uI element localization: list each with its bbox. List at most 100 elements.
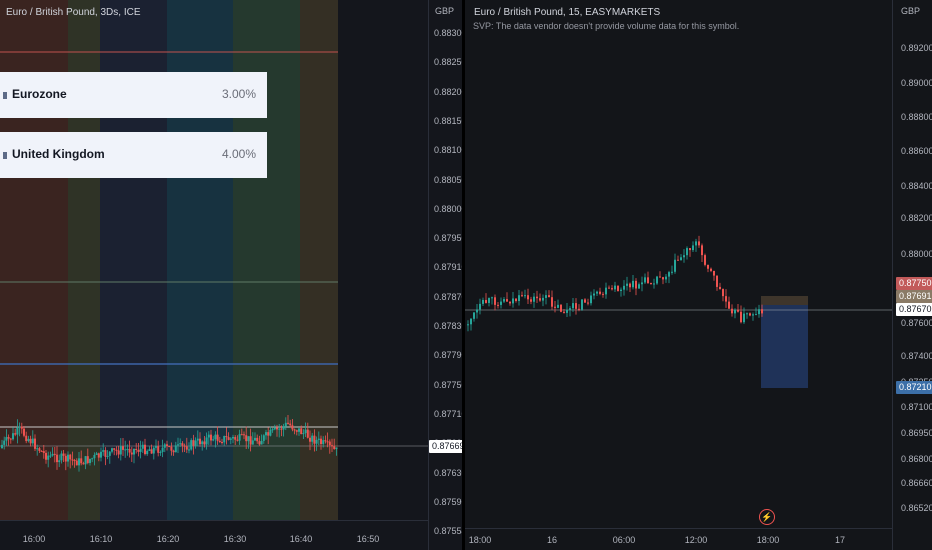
candle-body [704,255,706,265]
candle-body [566,309,568,313]
candle-body [89,458,91,463]
candle-body [104,450,107,457]
candle-body [229,438,232,440]
candle-body [695,241,697,246]
left-chart-panel[interactable]: Eurozone 3.00% United Kingdom 4.00% Euro… [0,0,462,550]
candle-body [108,451,111,456]
price-tick: 0.86660 [901,478,932,488]
time-tick: 12:00 [684,535,708,545]
candle-body [267,432,270,436]
price-tick: 0.88200 [901,213,932,223]
candle-body [650,283,652,285]
candle-body [40,450,43,452]
candle-body [243,434,245,436]
candle-body [668,272,670,277]
candle-body [512,298,514,304]
candle-body [174,445,177,453]
candle-body [245,435,248,442]
price-tick: 0.89000 [901,78,932,88]
candle-body [662,277,664,280]
candle-body [122,446,124,450]
candle-body [124,449,127,451]
candle-body [97,453,100,458]
time-tick: 16:50 [356,534,380,544]
candle-body [166,444,168,446]
candle-body [740,311,742,323]
right-chart-panel[interactable]: Euro / British Pound, 15, EASYMARKETS SV… [465,0,932,550]
candle-body [656,276,658,284]
panel-divider[interactable] [462,0,465,550]
price-tick: 0.87750 [434,379,462,390]
candle-body [265,432,267,436]
price-axis[interactable]: GBP 0.89200 0.89000 0.88800 0.88600 0.88400 0… [892,0,932,550]
candle-body [111,448,113,452]
candle-body [212,439,215,441]
lightning-icon[interactable]: ⚡ [759,509,775,525]
candle-body [725,296,727,302]
candle-body [249,436,252,445]
candle-body [575,303,577,309]
candle-body [280,428,283,430]
candle-body [491,297,493,299]
candle-body [581,299,583,310]
candle-body [536,296,538,299]
candle-body [713,270,715,276]
candle-body [78,458,80,466]
candle-body [91,458,94,460]
candle-body [569,308,571,310]
candle-body [494,297,496,305]
rate-card-eurozone[interactable]: Eurozone 3.00% [0,72,267,118]
price-tick: 0.88000 [901,249,932,259]
time-axis[interactable]: 18:00 16 06:00 12:00 18:00 17 [465,528,892,550]
rate-card-united-kingdom[interactable]: United Kingdom 4.00% [0,132,267,178]
candle-body [752,314,754,316]
candle-body [572,303,574,309]
chart-title[interactable]: Euro / British Pound, 3Ds, ICE [6,7,141,18]
candle-body [515,298,517,302]
time-axis[interactable]: 16:00 16:10 16:20 16:30 16:40 16:50 [0,520,428,550]
candle-body [130,452,133,455]
chart-title[interactable]: Euro / British Pound, 15, EASYMARKETS [474,7,661,18]
time-tick: 16:20 [156,534,180,544]
time-tick: 16:30 [223,534,247,544]
candle-body [328,441,331,446]
price-tick: 0.87600 [901,318,932,328]
candle-body [306,429,309,438]
candle-body [467,324,469,326]
candle-body [42,451,45,453]
price-tag-last: 0.87670 [896,303,932,316]
flag-icon [3,152,7,159]
candle-body [80,458,83,464]
candle-body [172,450,175,453]
candle-body [659,276,661,278]
candle-body [256,437,259,442]
candle-body [69,454,72,460]
candle-body [203,441,206,445]
candle-body [207,434,210,438]
candle-body [86,456,89,463]
candle-body [284,422,287,427]
candle-body [674,259,676,272]
candle-body [304,429,307,434]
candle-body [644,277,646,283]
candle-body [45,452,47,460]
candle-body [578,308,580,310]
candle-body [758,309,760,315]
flag-icon [3,92,7,99]
candle-body [128,448,131,453]
candle-body [64,455,67,462]
candle-body [590,295,592,304]
right-chart-canvas[interactable] [465,0,932,550]
candle-body [7,437,10,439]
candle-body [163,444,166,448]
candle-body [322,440,325,445]
price-tick: 0.88600 [901,146,932,156]
candle-body [289,423,292,426]
candle-body [291,425,294,430]
candle-body [240,434,243,436]
candle-body [635,280,637,289]
